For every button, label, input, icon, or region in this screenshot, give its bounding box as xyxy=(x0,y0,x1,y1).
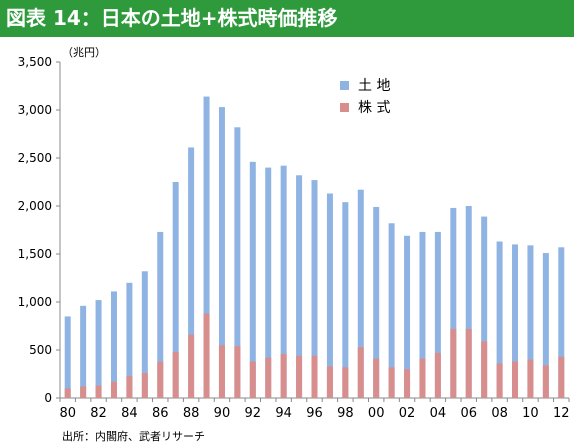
stock-bar xyxy=(172,351,179,398)
land-bar xyxy=(558,247,565,398)
x-tick-label: 10 xyxy=(522,406,539,421)
land-bar xyxy=(249,161,256,398)
stock-bar xyxy=(434,352,441,398)
x-tick-label: 08 xyxy=(491,406,508,421)
stock-bar xyxy=(326,366,333,398)
chart-area: （兆円） 0 500 1,000 1,500 2,000 2,500 3,000 3,500 80… xyxy=(18,46,570,421)
land-bar xyxy=(218,107,225,399)
legend-swatch-stock xyxy=(340,103,349,112)
stock-bar xyxy=(249,361,256,398)
stock-bar xyxy=(141,373,148,398)
stock-bar xyxy=(527,359,534,398)
land-bar xyxy=(126,282,133,398)
stock-bar xyxy=(388,367,395,398)
land-bar xyxy=(419,231,426,398)
stock-bar xyxy=(342,367,349,398)
land-bar xyxy=(450,207,457,398)
legend-label-stock: 株 式 xyxy=(358,100,390,116)
x-tick-label: 86 xyxy=(152,406,169,421)
stock-bar xyxy=(64,388,71,398)
y-tick-label: 1,000 xyxy=(18,295,52,309)
land-bar xyxy=(481,216,488,398)
y-tick-label: 500 xyxy=(29,343,52,357)
stock-bar xyxy=(218,345,225,398)
stock-bar xyxy=(80,386,87,398)
stock-bar xyxy=(157,361,164,398)
y-unit-label: （兆円） xyxy=(62,46,106,59)
x-tick-label: 12 xyxy=(553,406,570,421)
stock-bar xyxy=(465,328,472,398)
land-bar xyxy=(542,253,549,398)
land-bar xyxy=(141,271,148,398)
land-bar xyxy=(188,147,195,398)
x-tick-label: 80 xyxy=(59,406,76,421)
source-note: 出所：内閣府、武者リサーチ xyxy=(62,430,205,443)
x-tick-label: 00 xyxy=(368,406,385,421)
legend-swatch-land xyxy=(340,81,349,90)
stock-bar xyxy=(404,369,411,398)
land-bar xyxy=(373,206,380,398)
stock-bar xyxy=(450,328,457,398)
x-tick-label: 02 xyxy=(399,406,416,421)
land-bar xyxy=(80,305,87,398)
land-bar xyxy=(110,291,117,398)
land-bar xyxy=(388,223,395,398)
stock-bar xyxy=(311,355,318,398)
land-bar xyxy=(357,189,364,398)
stock-bar xyxy=(419,358,426,398)
stock-bar xyxy=(481,341,488,398)
land-bar xyxy=(527,245,534,398)
stock-bar xyxy=(188,334,195,398)
stock-bar xyxy=(373,358,380,398)
x-tick-label: 82 xyxy=(90,406,107,421)
stock-bar xyxy=(542,365,549,398)
chart-title: 図表 14：日本の土地+株式時価推移 xyxy=(0,0,574,37)
x-tick-label: 04 xyxy=(430,406,447,421)
stock-bar xyxy=(203,313,210,398)
land-bar xyxy=(296,175,303,398)
x-tick-label: 96 xyxy=(306,406,323,421)
y-tick-label: 0 xyxy=(44,391,52,405)
land-bar xyxy=(203,96,210,398)
stock-bar xyxy=(558,356,565,398)
stock-bar xyxy=(512,361,519,398)
land-bar xyxy=(434,231,441,398)
x-tick-label: 06 xyxy=(460,406,477,421)
land-bar xyxy=(512,244,519,398)
legend-label-land: 土 地 xyxy=(358,78,390,94)
stock-bar xyxy=(280,353,287,398)
x-tick-label: 92 xyxy=(245,406,262,421)
land-bar xyxy=(95,300,102,398)
stock-bar xyxy=(126,375,133,398)
land-bar xyxy=(157,231,164,398)
x-tick-label: 84 xyxy=(121,406,138,421)
land-bar xyxy=(342,202,349,398)
land-bar xyxy=(311,180,318,398)
stock-bar xyxy=(496,363,503,398)
stock-bar xyxy=(357,347,364,398)
x-tick-label: 98 xyxy=(337,406,354,421)
stock-bar xyxy=(296,355,303,398)
stock-bar xyxy=(265,357,272,398)
x-tick-label: 94 xyxy=(275,406,292,421)
land-bar xyxy=(64,316,71,398)
land-bar xyxy=(496,241,503,398)
y-tick-label: 3,500 xyxy=(18,55,52,69)
land-bar xyxy=(280,165,287,398)
x-tick-label: 90 xyxy=(214,406,231,421)
stock-bar xyxy=(110,381,117,398)
x-tick-label: 88 xyxy=(183,406,200,421)
land-bar xyxy=(234,127,241,398)
land-bar xyxy=(465,206,472,398)
y-tick-label: 1,500 xyxy=(18,247,52,261)
land-bar xyxy=(326,193,333,398)
y-tick-label: 3,000 xyxy=(18,103,52,117)
y-tick-label: 2,500 xyxy=(18,151,52,165)
land-bar xyxy=(172,182,179,398)
y-tick-label: 2,000 xyxy=(18,199,52,213)
land-bar xyxy=(265,167,272,398)
land-bar xyxy=(404,235,411,398)
stock-bar xyxy=(234,346,241,398)
stock-bar xyxy=(95,385,102,398)
